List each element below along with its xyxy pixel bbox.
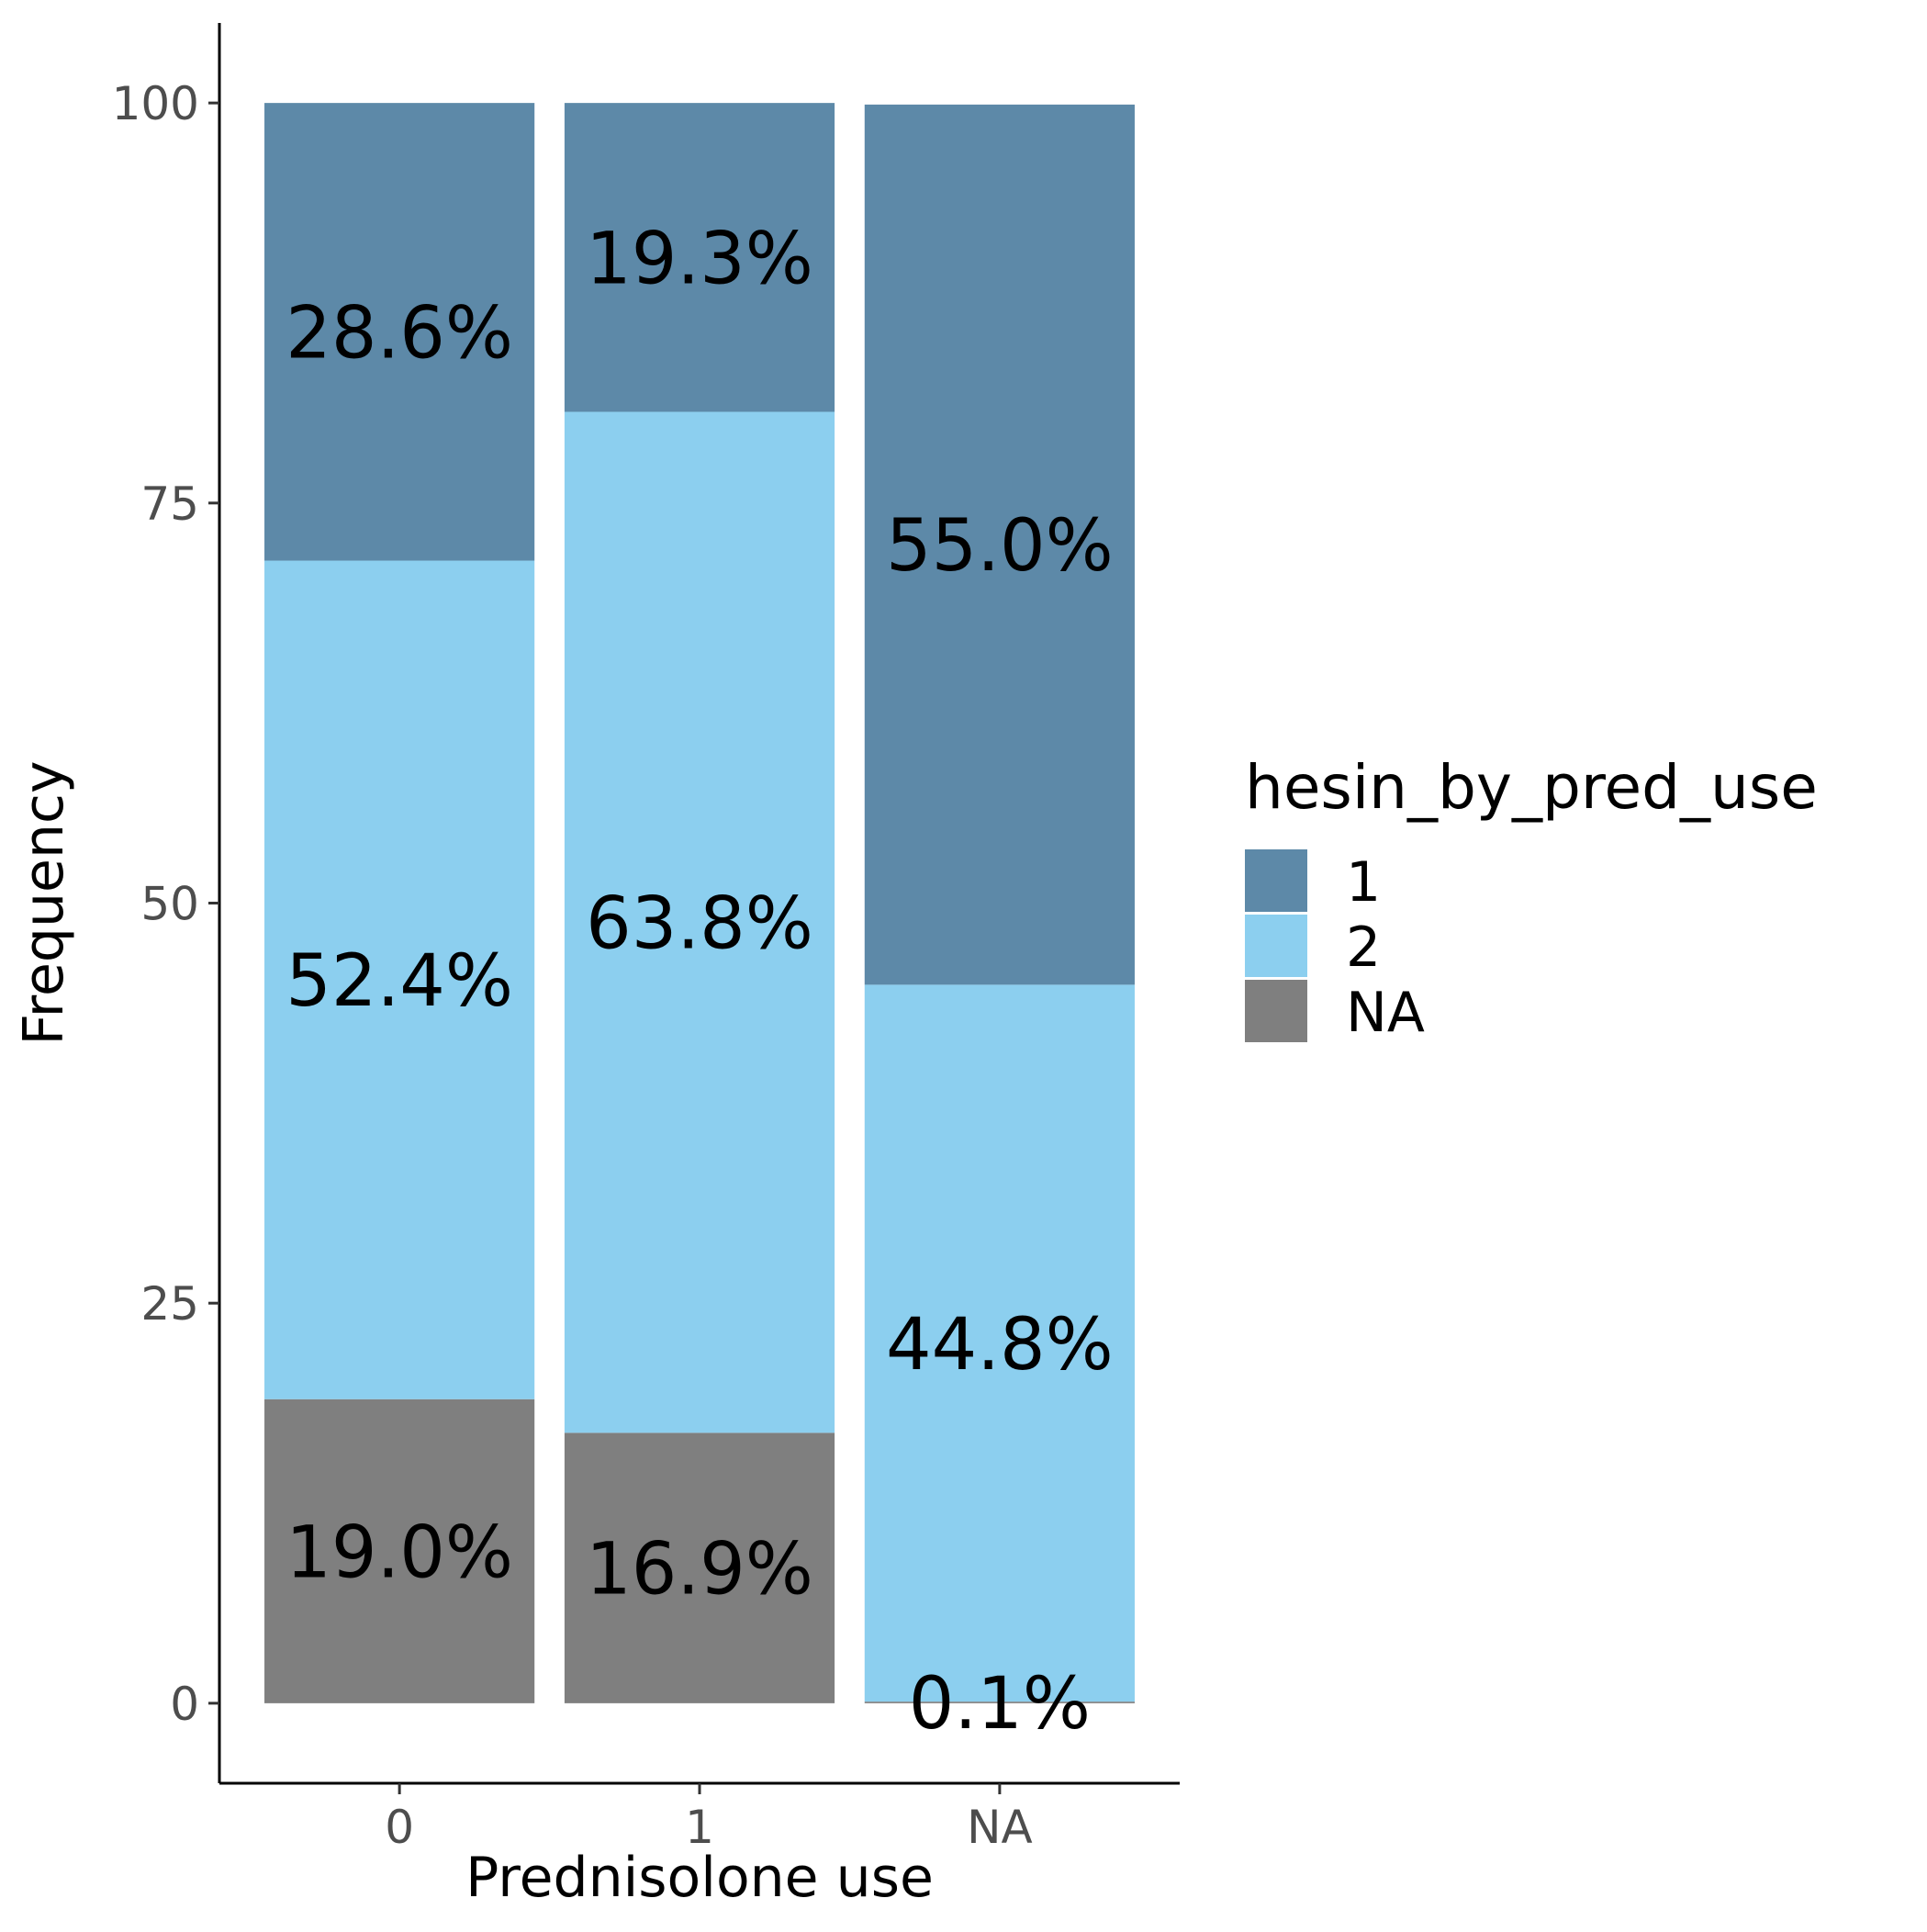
bar-segment — [864, 104, 1135, 985]
legend-title: hesin_by_pred_use — [1245, 752, 1818, 823]
legend-entry-label: NA — [1346, 981, 1425, 1045]
bar-segment — [864, 984, 1135, 1702]
legend-entry-label: 1 — [1346, 850, 1381, 915]
x-tick-label: 1 — [685, 1801, 714, 1854]
bar-segment — [264, 560, 535, 1399]
bar-segment — [564, 103, 835, 412]
bar-segment — [564, 1432, 835, 1703]
data-label: 44.8% — [886, 1304, 1114, 1387]
data-label: 16.9% — [586, 1529, 813, 1612]
y-tick-label: 100 — [112, 77, 199, 130]
data-label: 52.4% — [286, 940, 513, 1023]
y-tick-label: 0 — [170, 1678, 199, 1731]
data-label: 0.1% — [909, 1663, 1091, 1746]
x-tick-label: NA — [967, 1801, 1033, 1854]
y-axis-title: Frequency — [12, 761, 76, 1046]
legend-entry-label: 2 — [1346, 915, 1381, 980]
bar-segment — [264, 103, 535, 561]
y-tick-label: 50 — [140, 878, 199, 931]
bar-segment — [264, 1398, 535, 1703]
bars-layer — [264, 103, 1135, 1703]
data-label: 19.0% — [286, 1511, 513, 1594]
y-tick-label: 75 — [140, 477, 199, 531]
bar-segment — [564, 411, 835, 1433]
data-label: 28.6% — [286, 292, 513, 375]
x-axis-title: Prednisolone use — [465, 1846, 934, 1910]
legend-key-swatch — [1245, 980, 1307, 1042]
bar-segment — [864, 1702, 1135, 1703]
y-tick-label: 25 — [140, 1277, 199, 1331]
x-tick-label: 0 — [385, 1801, 414, 1854]
data-labels-layer: 19.0% 52.4% 28.6% 16.9% 63.8% 19.3% 0.1% 44.8% 5… — [286, 218, 1114, 1746]
data-label: 55.0% — [886, 505, 1114, 588]
data-label: 19.3% — [586, 218, 813, 300]
ticks-layer: 0 25 50 75 100 0 1 NA — [112, 77, 1033, 1854]
legend-key-swatch — [1245, 915, 1307, 977]
legend-key-swatch — [1245, 849, 1307, 912]
data-label: 63.8% — [586, 882, 813, 965]
